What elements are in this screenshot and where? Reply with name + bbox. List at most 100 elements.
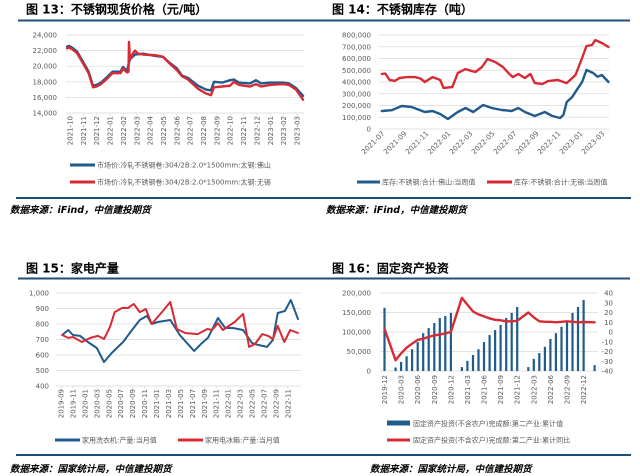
x-axis-tick-label: 2020-01 [81,389,89,418]
bar [593,365,596,371]
line-series [380,68,610,121]
x-axis-tick-label: 2022-03 [237,389,245,418]
bar [532,358,535,371]
x-axis-tick-label: 2022-07 [187,116,195,145]
y-axis-tick-label: 16,000 [33,94,58,102]
gridlines [56,292,301,389]
x-axis-tick-label: 2021-07 [189,389,197,418]
bar [516,307,519,371]
y2-axis-tick-label: -10 [602,338,613,346]
x-axis-tick-label: 2021-05 [177,389,185,418]
figure-15-plot: 1,000 900 800 700 600 500 400 2019-09 2019-11 202… [29,290,301,418]
bar [466,360,469,371]
legend-swatch-washing-machine [55,438,80,442]
bar [571,312,574,371]
x-axis-tick-label: 2022-07 [261,389,269,418]
x-axis-tick-label: 2022-05 [249,389,257,418]
figure-13-plot: 24,000 22,000 20,000 18,000 16,000 14,000 2021… [33,32,305,145]
y-axis-tick-label: 200,000 [342,102,371,110]
y-axis-tick-label: 700 [36,336,49,344]
legend-label: 库存:不锈钢:合计:佛山:当周值 [382,178,475,187]
bar [427,328,430,371]
bar [582,300,585,371]
line-series [61,299,299,363]
y-axis-tick-label: 1,000 [29,290,49,298]
y-axis-tick-label: 100,000 [342,329,371,337]
footer-rule-top [16,197,631,199]
legend-label: 市场价:冷轧不锈钢卷:304/2B:2.0*1500mm:太钢:无锡 [97,178,271,187]
legend-item: 家用电冰箱:产量:当月值 [178,436,280,445]
bar [416,342,419,371]
bar [538,353,541,371]
figure-16-source: 数据来源：国家统计局，中信建投期货 [370,463,533,475]
x-axis-tick-label: 2021-12 [93,116,101,145]
y-axis-tick-label: 200,000 [342,290,371,298]
bar [438,318,441,371]
bar [449,312,452,371]
legend-swatch-foshan-inventory [357,180,380,184]
legend-label: 家用洗衣机:产量:当月值 [82,436,157,445]
y2-axis-tick-label: 30 [604,299,613,307]
x-axis-tick-label: 2022-10 [227,116,235,145]
x-axis-tick-label: 2019-09 [58,389,66,418]
x-axis-tick-label: 2021-12 [514,375,522,404]
bar [383,307,386,371]
x-axis-tick-label: 2021-11 [213,389,221,418]
x-axis-tick-label: 2019-12 [381,375,389,404]
figure-16-legend: 固定资产投资(不含农户)完成额:第二产业:累计值 固定资产投资(不含农户)完成额… [387,419,570,445]
line-series [383,296,596,362]
x-axis-tick-label: 2020-05 [105,389,113,418]
bar [411,349,414,371]
y2-axis-tick-label: -20 [602,348,613,356]
x-axis-tick-label: 2021-11 [80,116,88,145]
x-axis-tick-label: 2020-12 [447,375,455,404]
y2-axis-tick-label: 20 [604,309,613,317]
x-axis-tick-label: 2023-03 [293,116,301,145]
header-rule-top [18,19,630,22]
line-series [61,301,299,348]
legend-label: 固定资产投资(不含农户)完成额:第二产业:累计同比 [413,436,570,445]
x-axis-tick-label: 2021-09 [201,389,209,418]
bar [488,335,491,371]
x-axis-tick-label: 2022-01 [107,116,115,145]
figure-14-title: 图 14：不锈钢库存（吨） [332,2,473,17]
figure-16-plot: 200,000150,000100,00050,0000403020100-10… [342,290,613,405]
x-axis-tick-label: 2022-12 [580,375,588,404]
x-axis-tick-label: 2021-03 [464,375,472,404]
bar [460,367,463,371]
bar [482,342,486,371]
x-axis-tick-label: 2022-08 [200,116,208,145]
x-axis-tick-label: 2022-02 [120,116,128,145]
x-axis-tick-label: 2020-03 [398,375,406,404]
bar [499,325,502,371]
x-axis-tick-label: 2020-09 [129,389,137,418]
x-axis-tick-label: 2022-05 [160,116,168,145]
gridlines [379,34,609,130]
bar [444,316,447,371]
x-axis-tick-label: 2022-11 [240,116,248,145]
figure-15-title: 图 15：家电产量 [26,261,119,276]
bar [422,333,425,371]
legend-label: 市场价:冷轧不锈钢卷:304/2B:2.0*1500mm:太钢:佛山 [97,161,271,170]
bar [554,333,557,371]
legend-swatch-wuxi-price [70,180,95,184]
figure-15-legend: 家用洗衣机:产量:当月值 家用电冰箱:产量:当月值 [55,436,280,445]
y-axis-tick-label: 20,000 [33,63,58,71]
legend-label: 家用电冰箱:产量:当月值 [205,436,280,445]
y-axis-tick-label: 800 [36,321,49,329]
bar [433,323,436,371]
gridlines [66,34,304,116]
figure-13: 图 13：不锈钢现货价格（元/吨） 24,000 22,000 20,000 18,0… [10,2,305,216]
x-axis-tick-label: 2020-06 [414,374,422,404]
y-axis-tick-label: 400 [36,383,49,391]
x-axis-tick-label: 2022-11 [284,389,292,418]
y-axis-tick-label: 0 [367,368,371,376]
bar [471,355,475,371]
figure-16: 图 16：固定资产投资 200,000 150,000 100,000 50,000 0… [332,261,613,476]
x-axis-tick-label: 2021-01 [153,389,161,418]
y-axis-tick-label: 800,000 [342,32,371,40]
figure-16-title: 图 16：固定资产投资 [332,261,449,276]
legend-item: 市场价:冷轧不锈钢卷:304/2B:2.0*1500mm:太钢:无锡 [70,178,271,187]
y-axis-tick-label: 400,000 [342,79,371,87]
